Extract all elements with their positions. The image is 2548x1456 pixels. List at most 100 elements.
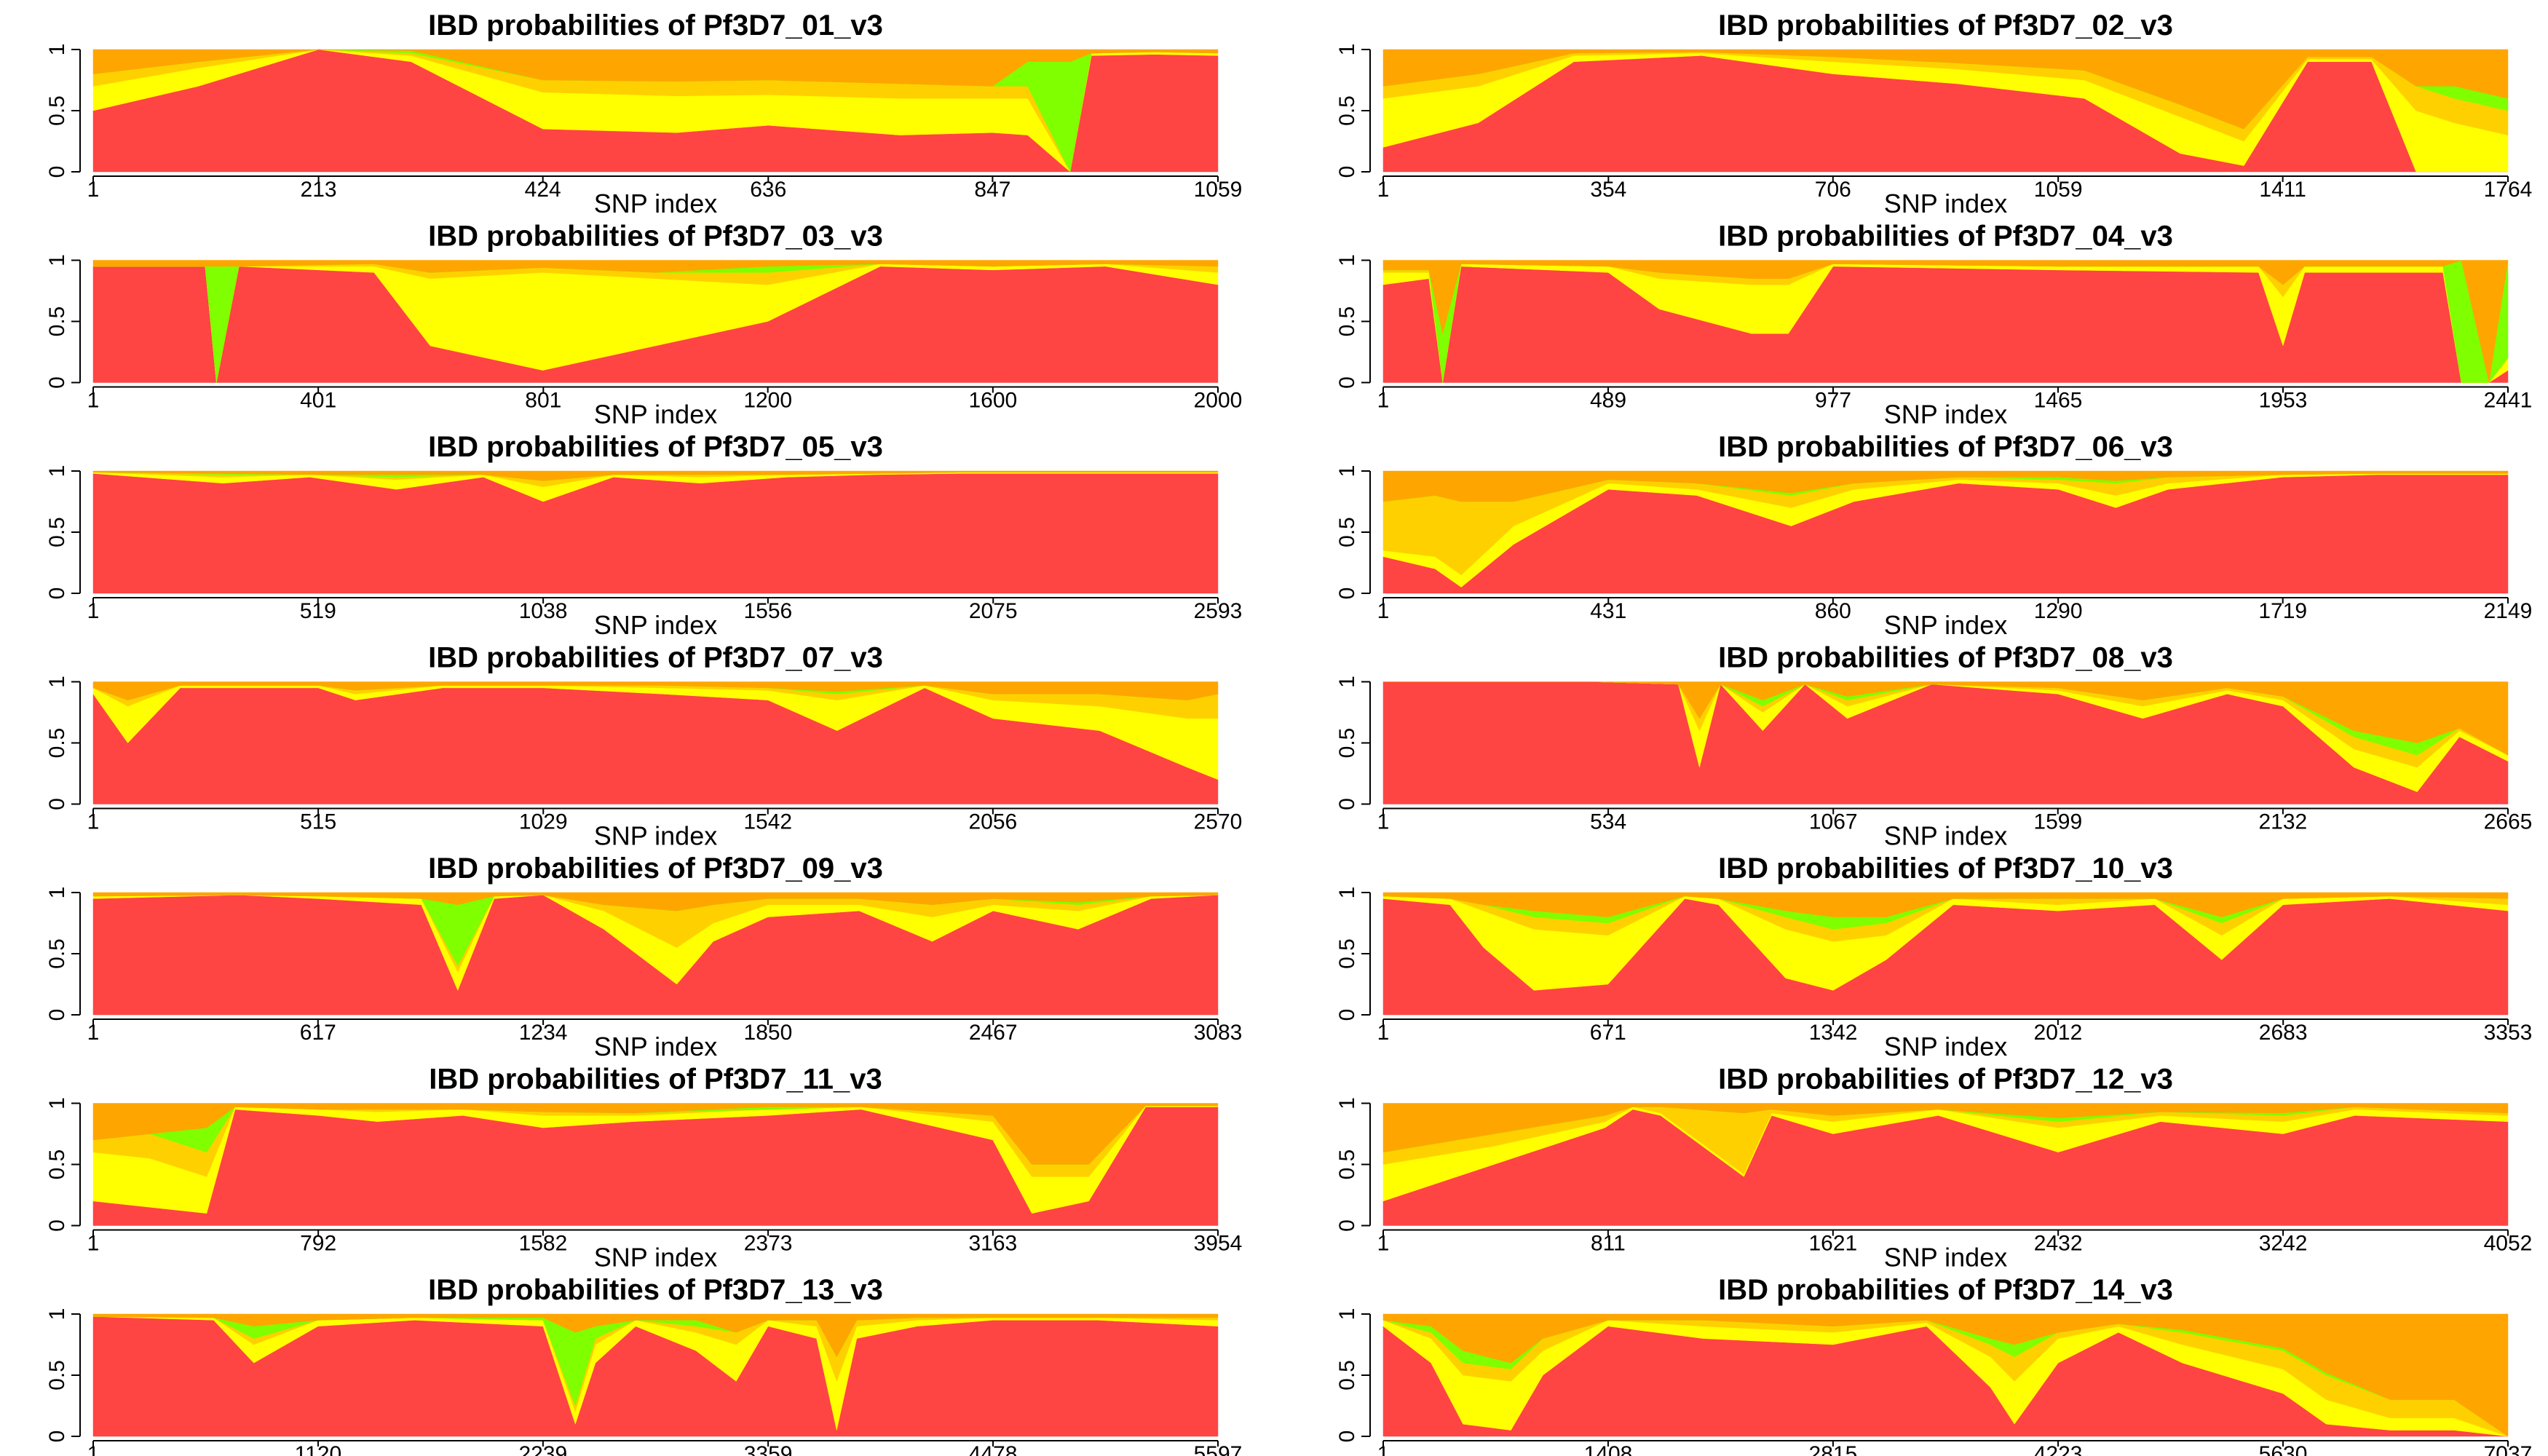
y-tick-label: 0 [45, 587, 69, 600]
x-tick-label: 4052 [2484, 1232, 2533, 1256]
y-tick-label: 1 [1335, 1308, 1359, 1321]
y-tick-label: 1 [1335, 44, 1359, 56]
y-tick-label: 1 [45, 254, 69, 266]
x-tick-label: 1200 [743, 389, 792, 413]
x-axis-label: SNP index [1884, 1453, 2007, 1456]
y-tick-label: 0.5 [1335, 306, 1359, 337]
chart-panel: IBD probabilities of Pf3D7_01_v3 0 0.5 1 1 21… [45, 9, 1242, 218]
x-tick-label: 977 [1815, 389, 1851, 413]
chart-panel: IBD probabilities of Pf3D7_06_v3 0 0.5 1 1 43… [1335, 431, 2532, 640]
chart-title: IBD probabilities of Pf3D7_04_v3 [1718, 221, 2173, 253]
y-tick-label: 0.5 [1335, 95, 1359, 126]
y-tick-label: 0.5 [1335, 728, 1359, 759]
x-tick-label: 2683 [2259, 1021, 2308, 1045]
x-tick-label: 636 [750, 178, 786, 202]
x-tick-label: 3242 [2259, 1232, 2308, 1256]
x-tick-label: 706 [1815, 178, 1851, 202]
area-ibd-4 [1382, 1313, 2509, 1437]
y-tick-label: 0.5 [45, 938, 69, 969]
x-tick-label: 1582 [519, 1232, 568, 1256]
y-tick-label: 1 [45, 465, 69, 478]
x-tick-label: 2432 [2034, 1232, 2083, 1256]
y-tick-label: 1 [1335, 465, 1359, 478]
chart-panel: IBD probabilities of Pf3D7_07_v3 0 0.5 1 1 51… [45, 642, 1242, 851]
y-tick-label: 1 [1335, 1097, 1359, 1109]
x-axis-label: SNP index [594, 821, 717, 851]
y-tick-label: 0 [1335, 376, 1359, 389]
area-ibd-4 [1382, 49, 2509, 130]
x-tick-label: 354 [1590, 178, 1626, 202]
x-tick-label: 792 [300, 1232, 336, 1256]
y-tick-label: 0 [1335, 587, 1359, 600]
area-ibd-4 [1382, 892, 2509, 917]
y-tick-label: 0 [45, 166, 69, 178]
x-axis-label: SNP index [594, 189, 717, 218]
chart-title: IBD probabilities of Pf3D7_01_v3 [428, 9, 883, 41]
area-ibd-4 [92, 1313, 1219, 1358]
x-axis-label: SNP index [1884, 610, 2007, 640]
x-tick-label: 1059 [2034, 178, 2083, 202]
x-tick-label: 5597 [1194, 1442, 1243, 1456]
x-tick-label: 1234 [519, 1021, 568, 1045]
x-tick-label: 617 [300, 1021, 336, 1045]
x-axis-label: SNP index [594, 1243, 717, 1273]
y-tick-label: 0.5 [45, 728, 69, 759]
y-tick-label: 0 [1335, 1009, 1359, 1021]
x-tick-label: 1290 [2034, 599, 2083, 623]
x-axis-label: SNP index [1884, 1243, 2007, 1273]
x-tick-label: 1542 [743, 810, 792, 834]
area-ibd-0 [92, 473, 1219, 594]
x-tick-label: 1 [87, 599, 100, 623]
y-tick-label: 0.5 [45, 306, 69, 337]
x-tick-label: 1 [87, 389, 100, 413]
x-tick-label: 1 [87, 1442, 100, 1456]
x-tick-label: 1850 [744, 1021, 793, 1045]
x-tick-label: 4223 [2034, 1442, 2083, 1456]
x-tick-label: 2815 [1809, 1442, 1858, 1456]
chart-title: IBD probabilities of Pf3D7_05_v3 [428, 431, 883, 463]
x-tick-label: 213 [301, 178, 337, 202]
y-tick-label: 0.5 [1335, 1150, 1359, 1180]
x-tick-label: 1 [1377, 599, 1390, 623]
x-tick-label: 811 [1591, 1232, 1626, 1256]
x-tick-label: 1342 [1809, 1021, 1858, 1045]
x-tick-label: 1038 [519, 599, 568, 623]
area-ibd-4 [1382, 260, 2509, 383]
y-tick-label: 0.5 [1335, 938, 1359, 969]
x-tick-label: 1059 [1194, 178, 1243, 202]
y-tick-label: 1 [45, 887, 69, 899]
x-tick-label: 860 [1815, 599, 1851, 623]
x-tick-label: 2373 [744, 1232, 793, 1256]
y-tick-label: 0 [45, 798, 69, 810]
chart-title: IBD probabilities of Pf3D7_03_v3 [428, 221, 883, 253]
x-tick-label: 1120 [295, 1442, 342, 1456]
x-tick-label: 671 [1590, 1021, 1626, 1045]
y-tick-label: 1 [1335, 676, 1359, 688]
area-ibd-4 [92, 681, 1219, 700]
x-tick-label: 431 [1590, 599, 1626, 623]
x-tick-label: 2239 [519, 1442, 568, 1456]
x-axis-label: SNP index [594, 1032, 717, 1061]
y-tick-label: 0 [1335, 166, 1359, 178]
area-ibd-4 [92, 470, 1219, 481]
x-tick-label: 801 [525, 389, 561, 413]
x-tick-label: 2441 [2484, 389, 2533, 413]
y-tick-label: 0.5 [1335, 1360, 1359, 1390]
x-tick-label: 2665 [2484, 810, 2533, 834]
x-tick-label: 1953 [2259, 389, 2308, 413]
x-tick-label: 1 [1377, 178, 1390, 202]
y-tick-label: 0.5 [45, 517, 69, 547]
x-tick-label: 1 [1377, 1232, 1390, 1256]
x-tick-label: 1067 [1809, 810, 1858, 834]
chart-panel: IBD probabilities of Pf3D7_11_v3 0 0.5 1 1 79… [45, 1064, 1242, 1273]
chart-title: IBD probabilities of Pf3D7_13_v3 [428, 1274, 883, 1306]
x-tick-label: 1 [87, 1232, 100, 1256]
area-ibd-4 [1382, 470, 2509, 502]
area-ibd-4 [92, 49, 1219, 87]
x-tick-label: 1764 [2484, 178, 2533, 202]
y-tick-label: 0 [45, 1009, 69, 1021]
chart-title: IBD probabilities of Pf3D7_08_v3 [1718, 642, 2173, 674]
x-tick-label: 2132 [2259, 810, 2308, 834]
x-tick-label: 1408 [1584, 1442, 1633, 1456]
